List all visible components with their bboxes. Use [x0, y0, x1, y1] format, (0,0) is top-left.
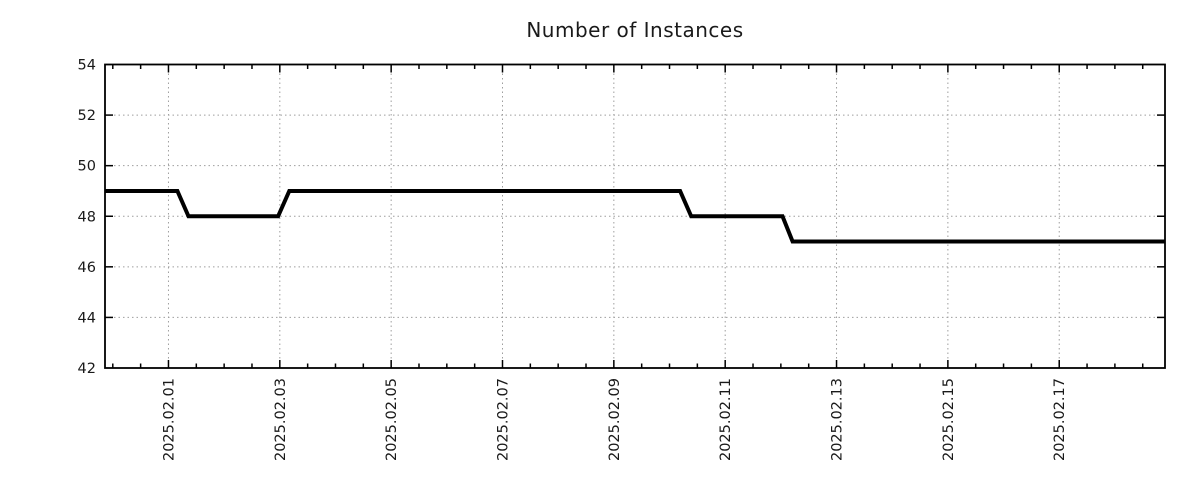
x-tick-label: 2025.02.13 — [830, 378, 846, 461]
plot-border — [104, 63, 1166, 369]
y-tick-label: 52 — [78, 108, 96, 124]
x-tick-label: 2025.02.15 — [941, 378, 957, 461]
y-tick-label: 50 — [78, 159, 96, 175]
y-tick-label: 54 — [78, 58, 96, 74]
y-tick-label: 44 — [78, 310, 96, 326]
y-tick-label: 48 — [78, 209, 96, 225]
x-tick-label: 2025.02.01 — [162, 378, 178, 461]
chart-title: Number of Instances — [526, 18, 744, 42]
series-line-instances — [105, 189, 1165, 244]
x-tick-label: 2025.02.17 — [1052, 378, 1068, 461]
x-tick-label: 2025.02.11 — [718, 378, 734, 461]
x-tick-label: 2025.02.07 — [496, 378, 512, 461]
x-tick-label: 2025.02.03 — [273, 378, 289, 461]
y-tick-label: 42 — [78, 361, 96, 377]
x-tick-label: 2025.02.09 — [607, 378, 623, 461]
y-tick-label: 46 — [78, 260, 96, 276]
x-tick-label: 2025.02.05 — [384, 378, 400, 461]
